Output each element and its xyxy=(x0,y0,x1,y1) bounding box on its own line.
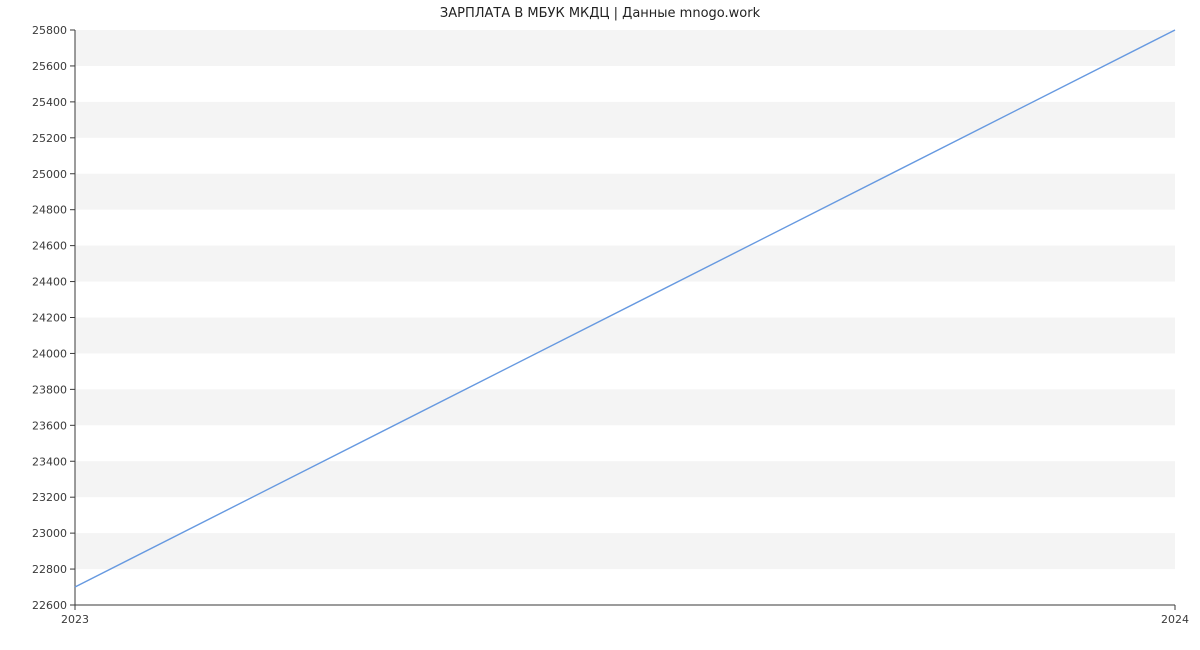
svg-text:23800: 23800 xyxy=(32,383,67,396)
svg-text:22600: 22600 xyxy=(32,599,67,612)
salary-chart: ЗАРПЛАТА В МБУК МКДЦ | Данные mnogo.work… xyxy=(0,0,1200,650)
svg-text:24400: 24400 xyxy=(32,276,67,289)
svg-text:25000: 25000 xyxy=(32,168,67,181)
chart-svg: 22600 22800 23000 23200 23400 23600 23800 24000… xyxy=(0,0,1200,650)
svg-text:23600: 23600 xyxy=(32,419,67,432)
svg-text:2023: 2023 xyxy=(61,613,89,626)
svg-text:25600: 25600 xyxy=(32,60,67,73)
svg-text:23400: 23400 xyxy=(32,455,67,468)
svg-text:2024: 2024 xyxy=(1161,613,1189,626)
svg-text:23000: 23000 xyxy=(32,527,67,540)
svg-text:25200: 25200 xyxy=(32,132,67,145)
svg-text:24200: 24200 xyxy=(32,312,67,325)
svg-text:24600: 24600 xyxy=(32,240,67,253)
svg-text:25800: 25800 xyxy=(32,24,67,37)
svg-text:24000: 24000 xyxy=(32,347,67,360)
svg-text:23200: 23200 xyxy=(32,491,67,504)
svg-text:24800: 24800 xyxy=(32,204,67,217)
svg-text:22800: 22800 xyxy=(32,563,67,576)
svg-text:25400: 25400 xyxy=(32,96,67,109)
